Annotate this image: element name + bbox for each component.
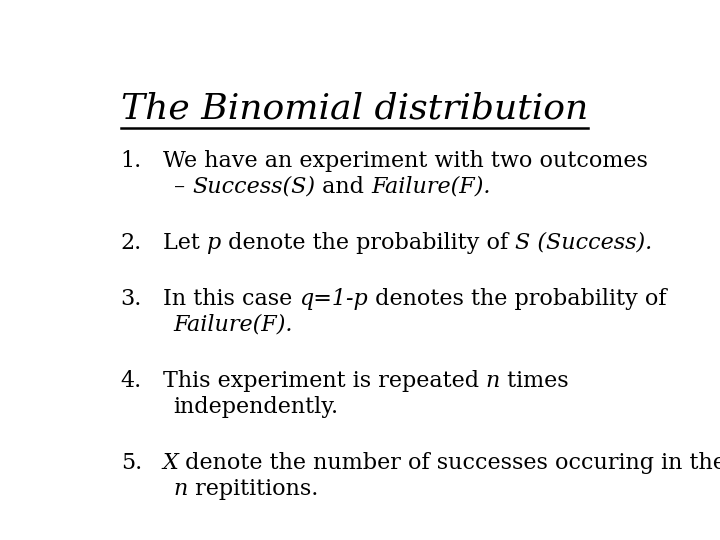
- Text: The Binomial distribution: The Binomial distribution: [121, 92, 588, 126]
- Text: denote the number of successes occuring in the: denote the number of successes occuring …: [179, 452, 720, 474]
- Text: denote the probability of: denote the probability of: [221, 232, 515, 254]
- Text: Failure(F).: Failure(F).: [174, 314, 293, 336]
- Text: Failure(F).: Failure(F).: [371, 176, 490, 198]
- Text: We have an experiment with two outcomes: We have an experiment with two outcomes: [163, 150, 647, 172]
- Text: n: n: [174, 478, 188, 500]
- Text: Let: Let: [163, 232, 207, 254]
- Text: X: X: [163, 452, 179, 474]
- Text: 2.: 2.: [121, 232, 142, 254]
- Text: independently.: independently.: [174, 396, 339, 418]
- Text: 5.: 5.: [121, 452, 142, 474]
- Text: 3.: 3.: [121, 288, 142, 310]
- Text: repititions.: repititions.: [188, 478, 318, 500]
- Text: and: and: [315, 176, 371, 198]
- Text: S (Success).: S (Success).: [515, 232, 652, 254]
- Text: This experiment is repeated: This experiment is repeated: [163, 370, 486, 392]
- Text: times: times: [500, 370, 569, 392]
- Text: denotes the probability of: denotes the probability of: [368, 288, 666, 310]
- Text: Success(S): Success(S): [192, 176, 315, 198]
- Text: 1.: 1.: [121, 150, 142, 172]
- Text: n: n: [486, 370, 500, 392]
- Text: 4.: 4.: [121, 370, 142, 392]
- Text: q=1-p: q=1-p: [299, 288, 368, 310]
- Text: In this case: In this case: [163, 288, 299, 310]
- Text: p: p: [207, 232, 221, 254]
- Text: –: –: [174, 176, 192, 198]
